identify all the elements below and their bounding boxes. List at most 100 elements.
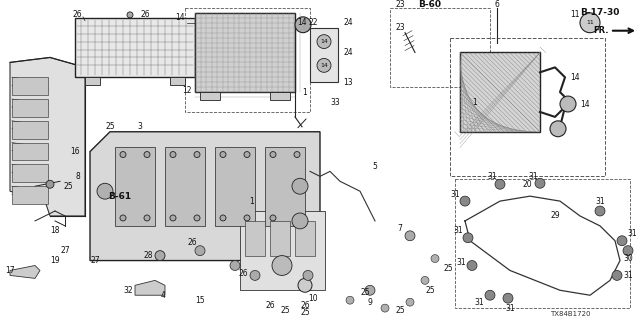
Text: 30: 30: [623, 254, 633, 263]
Bar: [12, 99, 48, 117]
Text: 17: 17: [5, 266, 15, 275]
Text: 24: 24: [343, 48, 353, 57]
Bar: [455, 179, 630, 308]
Text: 9: 9: [367, 298, 372, 307]
Circle shape: [295, 17, 311, 33]
Text: 31: 31: [456, 258, 466, 267]
Circle shape: [46, 180, 54, 188]
Text: 13: 13: [343, 78, 353, 87]
Circle shape: [230, 260, 240, 270]
Text: 31: 31: [505, 304, 515, 313]
Text: 14: 14: [175, 13, 185, 22]
Bar: [12, 143, 48, 161]
Text: 10: 10: [308, 294, 318, 303]
Text: 14: 14: [570, 73, 580, 82]
Bar: [12, 186, 48, 204]
Circle shape: [294, 152, 300, 157]
Text: 8: 8: [76, 172, 81, 181]
Circle shape: [303, 270, 313, 280]
Circle shape: [195, 246, 205, 256]
Circle shape: [144, 215, 150, 221]
Circle shape: [120, 152, 126, 157]
Circle shape: [406, 298, 414, 306]
Bar: [195, 13, 295, 92]
Bar: [270, 92, 290, 100]
Polygon shape: [10, 58, 85, 216]
Circle shape: [535, 178, 545, 188]
Circle shape: [220, 215, 226, 221]
Text: 26: 26: [265, 300, 275, 310]
Circle shape: [127, 12, 133, 18]
Text: 31: 31: [595, 196, 605, 206]
Text: 12: 12: [182, 86, 192, 95]
Text: TX84B1720: TX84B1720: [550, 311, 590, 317]
Circle shape: [460, 196, 470, 206]
Text: 1: 1: [472, 98, 477, 107]
Text: 33: 33: [330, 98, 340, 107]
Circle shape: [346, 296, 354, 304]
Text: 4: 4: [161, 291, 165, 300]
Bar: [12, 121, 48, 139]
Bar: [265, 147, 305, 226]
Text: B-17-30: B-17-30: [580, 8, 620, 17]
Circle shape: [317, 35, 331, 49]
Circle shape: [292, 213, 308, 229]
Text: 14: 14: [297, 18, 307, 27]
Circle shape: [120, 215, 126, 221]
Text: 26: 26: [72, 10, 82, 19]
Circle shape: [381, 304, 389, 312]
Text: 15: 15: [195, 296, 205, 305]
Text: 14: 14: [320, 39, 328, 44]
Text: 5: 5: [372, 162, 378, 171]
Bar: [75, 18, 195, 77]
Bar: [310, 28, 338, 82]
Circle shape: [194, 152, 200, 157]
Text: 26: 26: [187, 238, 197, 247]
Bar: [12, 77, 48, 95]
Text: 23: 23: [395, 0, 405, 10]
Text: 20: 20: [522, 180, 532, 189]
Circle shape: [431, 255, 439, 262]
Circle shape: [595, 206, 605, 216]
Text: 1: 1: [303, 88, 307, 97]
Polygon shape: [135, 280, 165, 295]
Circle shape: [612, 270, 622, 280]
Bar: [460, 52, 540, 132]
Bar: [295, 221, 315, 256]
Circle shape: [155, 251, 165, 260]
Circle shape: [292, 178, 308, 194]
Text: 25: 25: [63, 182, 73, 191]
Text: 11: 11: [586, 20, 594, 25]
Circle shape: [365, 285, 375, 295]
Circle shape: [220, 152, 226, 157]
Text: 25: 25: [280, 306, 290, 315]
Text: 19: 19: [50, 256, 60, 265]
Polygon shape: [10, 266, 40, 278]
Text: 31: 31: [627, 229, 637, 238]
Text: 25: 25: [300, 308, 310, 316]
Bar: [240, 211, 325, 290]
Circle shape: [495, 179, 505, 189]
Circle shape: [485, 290, 495, 300]
Circle shape: [467, 260, 477, 270]
Circle shape: [194, 215, 200, 221]
Circle shape: [270, 215, 276, 221]
Text: 3: 3: [138, 122, 143, 131]
Text: FR.: FR.: [593, 26, 609, 35]
Text: 26: 26: [238, 269, 248, 278]
Text: 31: 31: [487, 172, 497, 181]
Bar: [12, 164, 48, 182]
Circle shape: [244, 215, 250, 221]
Circle shape: [560, 96, 576, 112]
Text: 25: 25: [105, 122, 115, 131]
Text: 14: 14: [580, 100, 590, 108]
Circle shape: [623, 246, 633, 256]
Bar: [85, 77, 100, 85]
Text: 26: 26: [140, 10, 150, 19]
Text: 1: 1: [250, 196, 254, 206]
Text: 16: 16: [70, 147, 80, 156]
Text: 25: 25: [395, 306, 405, 315]
Bar: [215, 147, 255, 226]
Circle shape: [317, 59, 331, 72]
Text: 11: 11: [570, 10, 580, 19]
